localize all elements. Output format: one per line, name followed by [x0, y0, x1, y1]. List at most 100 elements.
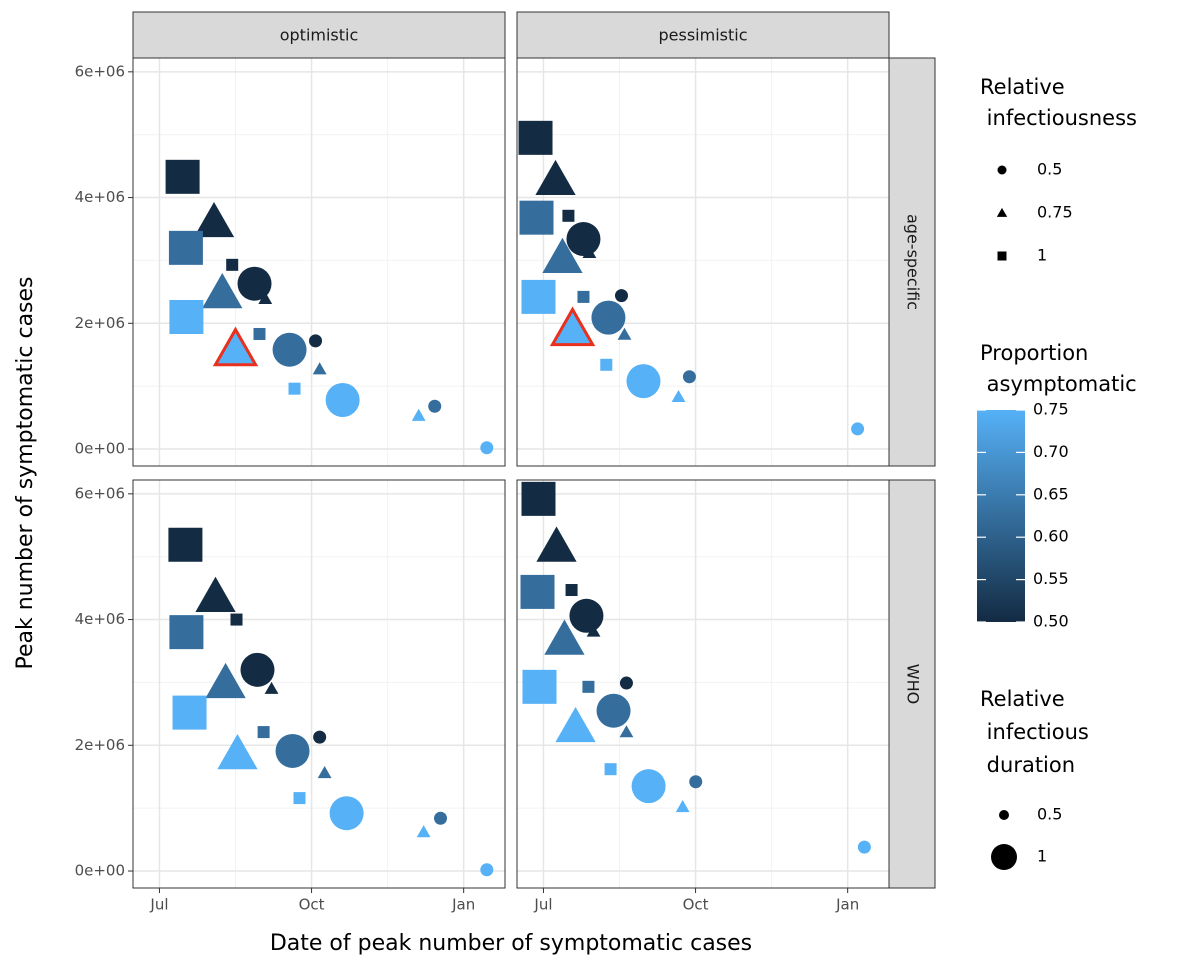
colorbar-label: 0.55: [1033, 569, 1069, 588]
y-tick-label: 6e+06: [75, 484, 125, 502]
point: [169, 300, 204, 335]
point: [312, 362, 327, 375]
point: [617, 327, 632, 340]
point: [604, 763, 617, 776]
point: [566, 222, 601, 257]
point: [480, 441, 494, 455]
point: [689, 775, 703, 789]
legend-title: asymptomatic: [980, 372, 1137, 396]
highlighted-point: [549, 306, 596, 347]
point: [309, 334, 323, 348]
x-tick-label: Oct: [683, 896, 709, 914]
point: [253, 327, 266, 340]
strip-label: age-specific: [904, 214, 923, 310]
point: [264, 681, 279, 694]
panel-border: [132, 479, 506, 889]
y-tick-label: 0e+00: [75, 440, 125, 458]
strip-label: WHO: [904, 664, 923, 704]
point: [619, 725, 634, 738]
point: [851, 422, 865, 436]
x-tick-label: Jul: [149, 896, 168, 914]
point: [555, 706, 596, 743]
point: [168, 527, 203, 562]
panel-border: [132, 57, 506, 467]
point: [193, 201, 235, 238]
legend-title: infectiousness: [980, 106, 1137, 130]
strip-bg: [132, 11, 506, 59]
point: [582, 245, 597, 259]
point: [480, 863, 494, 877]
colorbar-label: 0.50: [1033, 612, 1069, 631]
point: [230, 613, 243, 626]
point: [619, 676, 633, 690]
x-tick-label: Oct: [299, 896, 325, 914]
strip-bg: [888, 479, 936, 889]
point: [168, 230, 203, 265]
y-tick-label: 0e+00: [75, 862, 125, 880]
point: [165, 159, 200, 194]
point: [416, 825, 431, 838]
colorbar-label: 0.60: [1033, 527, 1069, 546]
point: [195, 576, 236, 613]
legend-label: 0.75: [1037, 203, 1073, 222]
legend-key: [991, 844, 1017, 870]
point: [544, 619, 585, 655]
point: [257, 726, 270, 739]
point: [626, 364, 661, 399]
strip-bg: [888, 57, 936, 467]
point: [562, 209, 575, 222]
point: [596, 693, 631, 728]
point: [586, 624, 601, 637]
panel-border: [516, 57, 890, 467]
point: [217, 733, 258, 770]
point: [565, 584, 578, 597]
y-tick-label: 2e+06: [75, 314, 125, 332]
strip-label: pessimistic: [659, 26, 748, 45]
y-tick-label: 2e+06: [75, 736, 125, 754]
point: [240, 652, 275, 687]
point: [520, 574, 555, 609]
point: [258, 291, 273, 304]
x-tick-label: Jan: [835, 896, 859, 914]
panel: [516, 57, 890, 467]
legend-key: [997, 165, 1007, 175]
point: [577, 290, 590, 303]
point: [569, 598, 604, 633]
point: [682, 370, 696, 384]
colorbar: [977, 410, 1025, 622]
point: [434, 811, 448, 825]
point: [600, 358, 613, 371]
legend-label: 0.5: [1037, 160, 1062, 179]
legend-title: Relative: [980, 75, 1065, 99]
point: [521, 279, 556, 314]
point: [317, 766, 332, 779]
point: [293, 792, 306, 805]
y-tick-label: 4e+06: [75, 188, 125, 206]
panel-border: [516, 479, 890, 889]
point: [169, 615, 204, 650]
panel-bg: [517, 480, 889, 888]
point: [519, 200, 554, 235]
highlighted-point: [212, 326, 259, 367]
y-tick-label: 6e+06: [75, 62, 125, 80]
legend-key: [996, 207, 1008, 217]
x-tick-label: Jan: [451, 896, 475, 914]
legend-title: duration: [980, 753, 1075, 777]
point: [275, 733, 310, 768]
point: [591, 300, 626, 335]
panel-bg: [517, 58, 889, 466]
point: [272, 332, 307, 367]
colorbar-label: 0.65: [1033, 484, 1069, 503]
x-axis-title: Date of peak number of symptomatic cases: [270, 931, 752, 956]
legend-key: [997, 251, 1007, 261]
point: [614, 289, 628, 303]
x-tick-label: Jul: [533, 896, 552, 914]
point: [518, 120, 553, 155]
point: [325, 382, 360, 417]
strip-bg: [516, 11, 890, 59]
panel: [516, 479, 890, 889]
point: [522, 669, 557, 704]
legend-label: 0.5: [1037, 805, 1062, 824]
point: [521, 481, 556, 516]
